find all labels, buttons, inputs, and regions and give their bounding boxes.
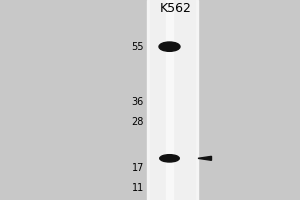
Text: K562: K562 xyxy=(160,2,191,15)
Ellipse shape xyxy=(159,42,180,51)
Bar xyxy=(150,0,195,200)
Text: 11: 11 xyxy=(132,183,144,193)
Text: 55: 55 xyxy=(131,42,144,52)
Polygon shape xyxy=(198,156,211,160)
Ellipse shape xyxy=(160,155,179,162)
Bar xyxy=(166,0,173,200)
Text: 36: 36 xyxy=(132,97,144,107)
Text: 28: 28 xyxy=(132,117,144,127)
Bar xyxy=(147,0,198,200)
Text: 17: 17 xyxy=(132,163,144,173)
